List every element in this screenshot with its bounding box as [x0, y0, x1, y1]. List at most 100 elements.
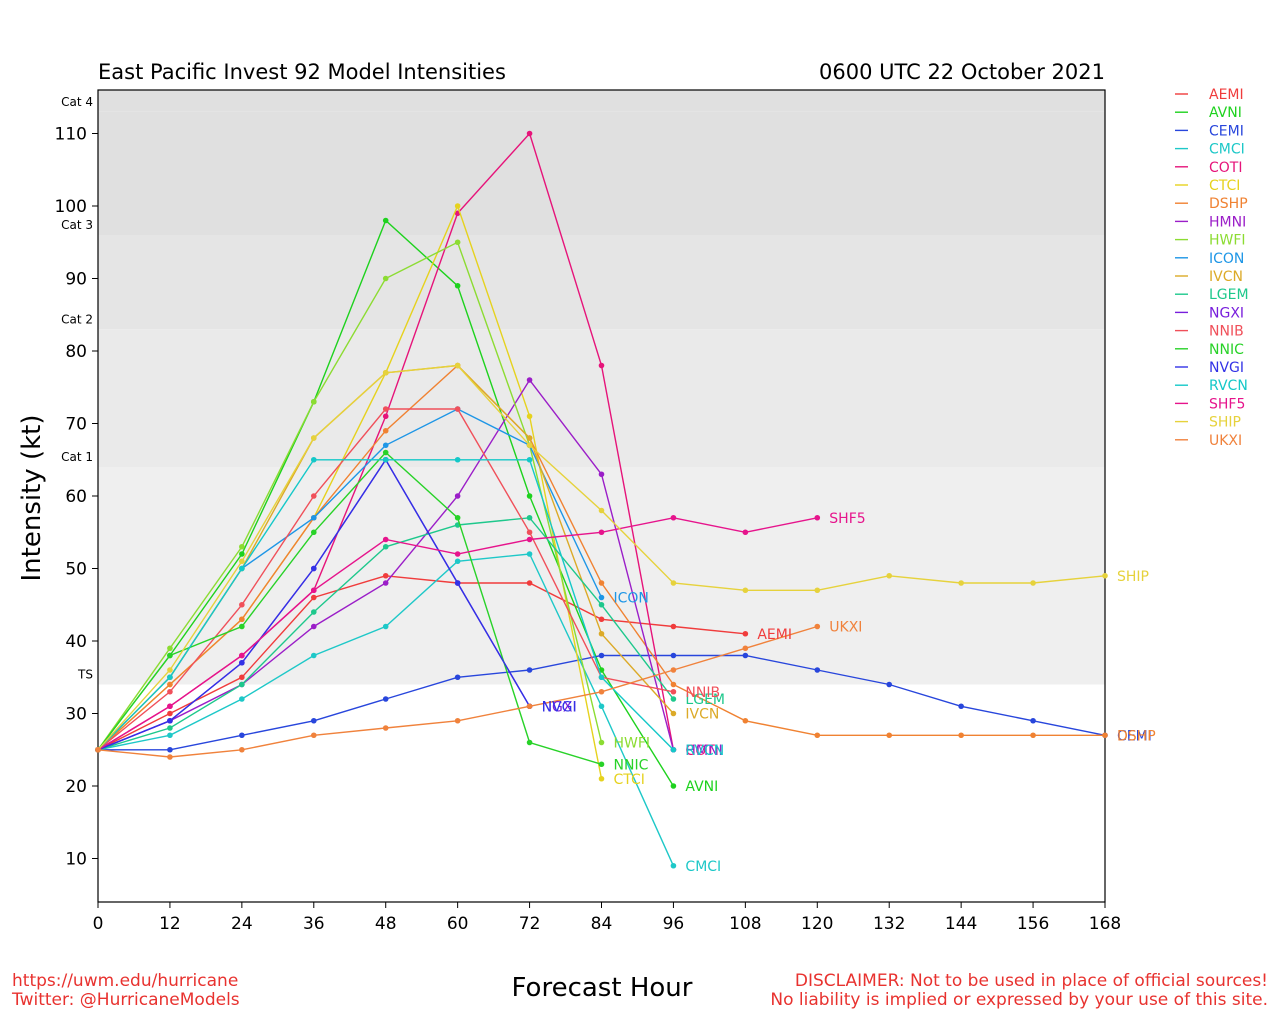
x-tick-label: 144	[945, 914, 977, 934]
data-point	[526, 703, 533, 710]
data-point	[670, 688, 677, 695]
y-axis-label: Intensity (kt)	[17, 415, 47, 582]
y-tick-label: 10	[65, 850, 87, 870]
data-point	[310, 587, 317, 594]
data-point	[598, 688, 605, 695]
x-axis-label: Forecast Hour	[512, 973, 693, 1003]
data-point	[1102, 572, 1108, 579]
data-point	[239, 623, 245, 630]
data-point	[454, 551, 461, 557]
series-end-label: COTI	[685, 743, 718, 759]
data-point	[598, 507, 605, 514]
legend-item[interactable]: HWFI	[1175, 233, 1246, 249]
data-point	[598, 674, 605, 681]
data-point	[310, 623, 317, 630]
data-point	[382, 456, 389, 463]
data-point	[670, 696, 677, 702]
legend-item[interactable]: NNIB	[1175, 324, 1244, 340]
legend-label: DSHP	[1209, 196, 1248, 212]
data-point	[310, 609, 317, 615]
legend-item[interactable]: ICON	[1175, 251, 1244, 267]
data-point	[382, 413, 389, 420]
data-point	[310, 594, 317, 601]
legend-label: UKXI	[1209, 433, 1242, 449]
y-tick-label: 50	[65, 560, 87, 580]
data-point	[814, 623, 821, 630]
legend-item[interactable]: LGEM	[1175, 287, 1249, 303]
legend-item[interactable]: RVCN	[1175, 378, 1248, 394]
data-point	[167, 674, 173, 681]
category-band	[98, 467, 1105, 685]
data-point	[1030, 580, 1036, 586]
data-point	[526, 580, 533, 586]
data-point	[382, 696, 389, 702]
footer-twitter[interactable]: Twitter: @HurricaneModels	[12, 990, 240, 1010]
data-point	[167, 717, 173, 724]
data-point	[598, 739, 605, 746]
series-line	[97, 241, 603, 751]
category-label: Cat 2	[61, 312, 93, 326]
series-end-label: SHF5	[829, 511, 865, 527]
legend-label: CTCI	[1209, 178, 1240, 194]
data-point	[382, 406, 389, 412]
legend-item[interactable]: SHIP	[1175, 415, 1241, 431]
data-point	[454, 717, 461, 724]
y-tick-label: 80	[65, 342, 87, 362]
x-tick-label: 0	[93, 914, 104, 934]
category-label: Cat 4	[61, 95, 93, 109]
data-point	[382, 623, 389, 630]
x-tick-label: 36	[303, 914, 325, 934]
data-point	[239, 601, 245, 608]
data-point	[382, 536, 389, 543]
legend-item[interactable]: CTCI	[1175, 178, 1240, 194]
legend-item[interactable]: DSHP	[1175, 196, 1248, 212]
legend-item[interactable]: SHF5	[1175, 396, 1245, 412]
y-tick-label: 70	[65, 415, 87, 435]
legend-item[interactable]: AEMI	[1175, 87, 1244, 103]
data-point	[239, 558, 245, 565]
disclaimer-line-2: No liability is implied or expressed by …	[770, 990, 1268, 1010]
legend-item[interactable]: COTI	[1175, 160, 1242, 176]
legend-item[interactable]: HMNI	[1175, 214, 1246, 230]
legend-item[interactable]: IVCN	[1175, 269, 1243, 285]
legend-item[interactable]: CMCI	[1175, 142, 1245, 158]
series-nnib	[95, 406, 677, 753]
footer-url[interactable]: https://uwm.edu/hurricane	[12, 971, 239, 991]
y-tick-label: 100	[55, 197, 87, 217]
legend-item[interactable]: AVNI	[1175, 105, 1242, 121]
chart-subtitle: 0600 UTC 22 October 2021	[819, 60, 1105, 84]
data-point	[310, 529, 317, 536]
legend-item[interactable]: NVGI	[1175, 360, 1244, 376]
category-bands	[98, 90, 1105, 685]
legend-label: LGEM	[1209, 287, 1249, 303]
data-point	[1030, 732, 1036, 739]
data-point	[382, 369, 389, 376]
data-point	[670, 667, 677, 673]
data-point	[598, 601, 605, 608]
data-point	[310, 652, 317, 659]
legend-item[interactable]: UKXI	[1175, 433, 1242, 449]
data-point	[670, 710, 677, 717]
data-point	[598, 703, 605, 710]
legend: AEMI AVNI CEMI CMCI COTI CTCI DSHP HMNI HWFI ICON…	[1175, 87, 1249, 449]
data-point	[454, 406, 461, 412]
chart-title: East Pacific Invest 92 Model Intensities	[98, 60, 506, 84]
legend-item[interactable]: NGXI	[1175, 305, 1244, 321]
legend-item[interactable]: NNIC	[1175, 342, 1244, 358]
series-lgem	[95, 514, 677, 753]
series-end-label: NGXI	[542, 699, 577, 715]
y-tick-label: 30	[65, 705, 87, 725]
x-tick-label: 48	[375, 914, 397, 934]
legend-item[interactable]: CEMI	[1175, 123, 1244, 139]
data-point	[814, 732, 821, 739]
data-point	[454, 239, 461, 246]
data-point	[454, 674, 461, 681]
series-end-label: CTCI	[614, 772, 645, 788]
data-point	[167, 681, 173, 688]
data-point	[742, 645, 749, 652]
y-tick-label: 90	[65, 270, 87, 290]
data-point	[95, 746, 101, 753]
series-line	[97, 575, 746, 751]
series-end-label: ICON	[614, 591, 649, 607]
